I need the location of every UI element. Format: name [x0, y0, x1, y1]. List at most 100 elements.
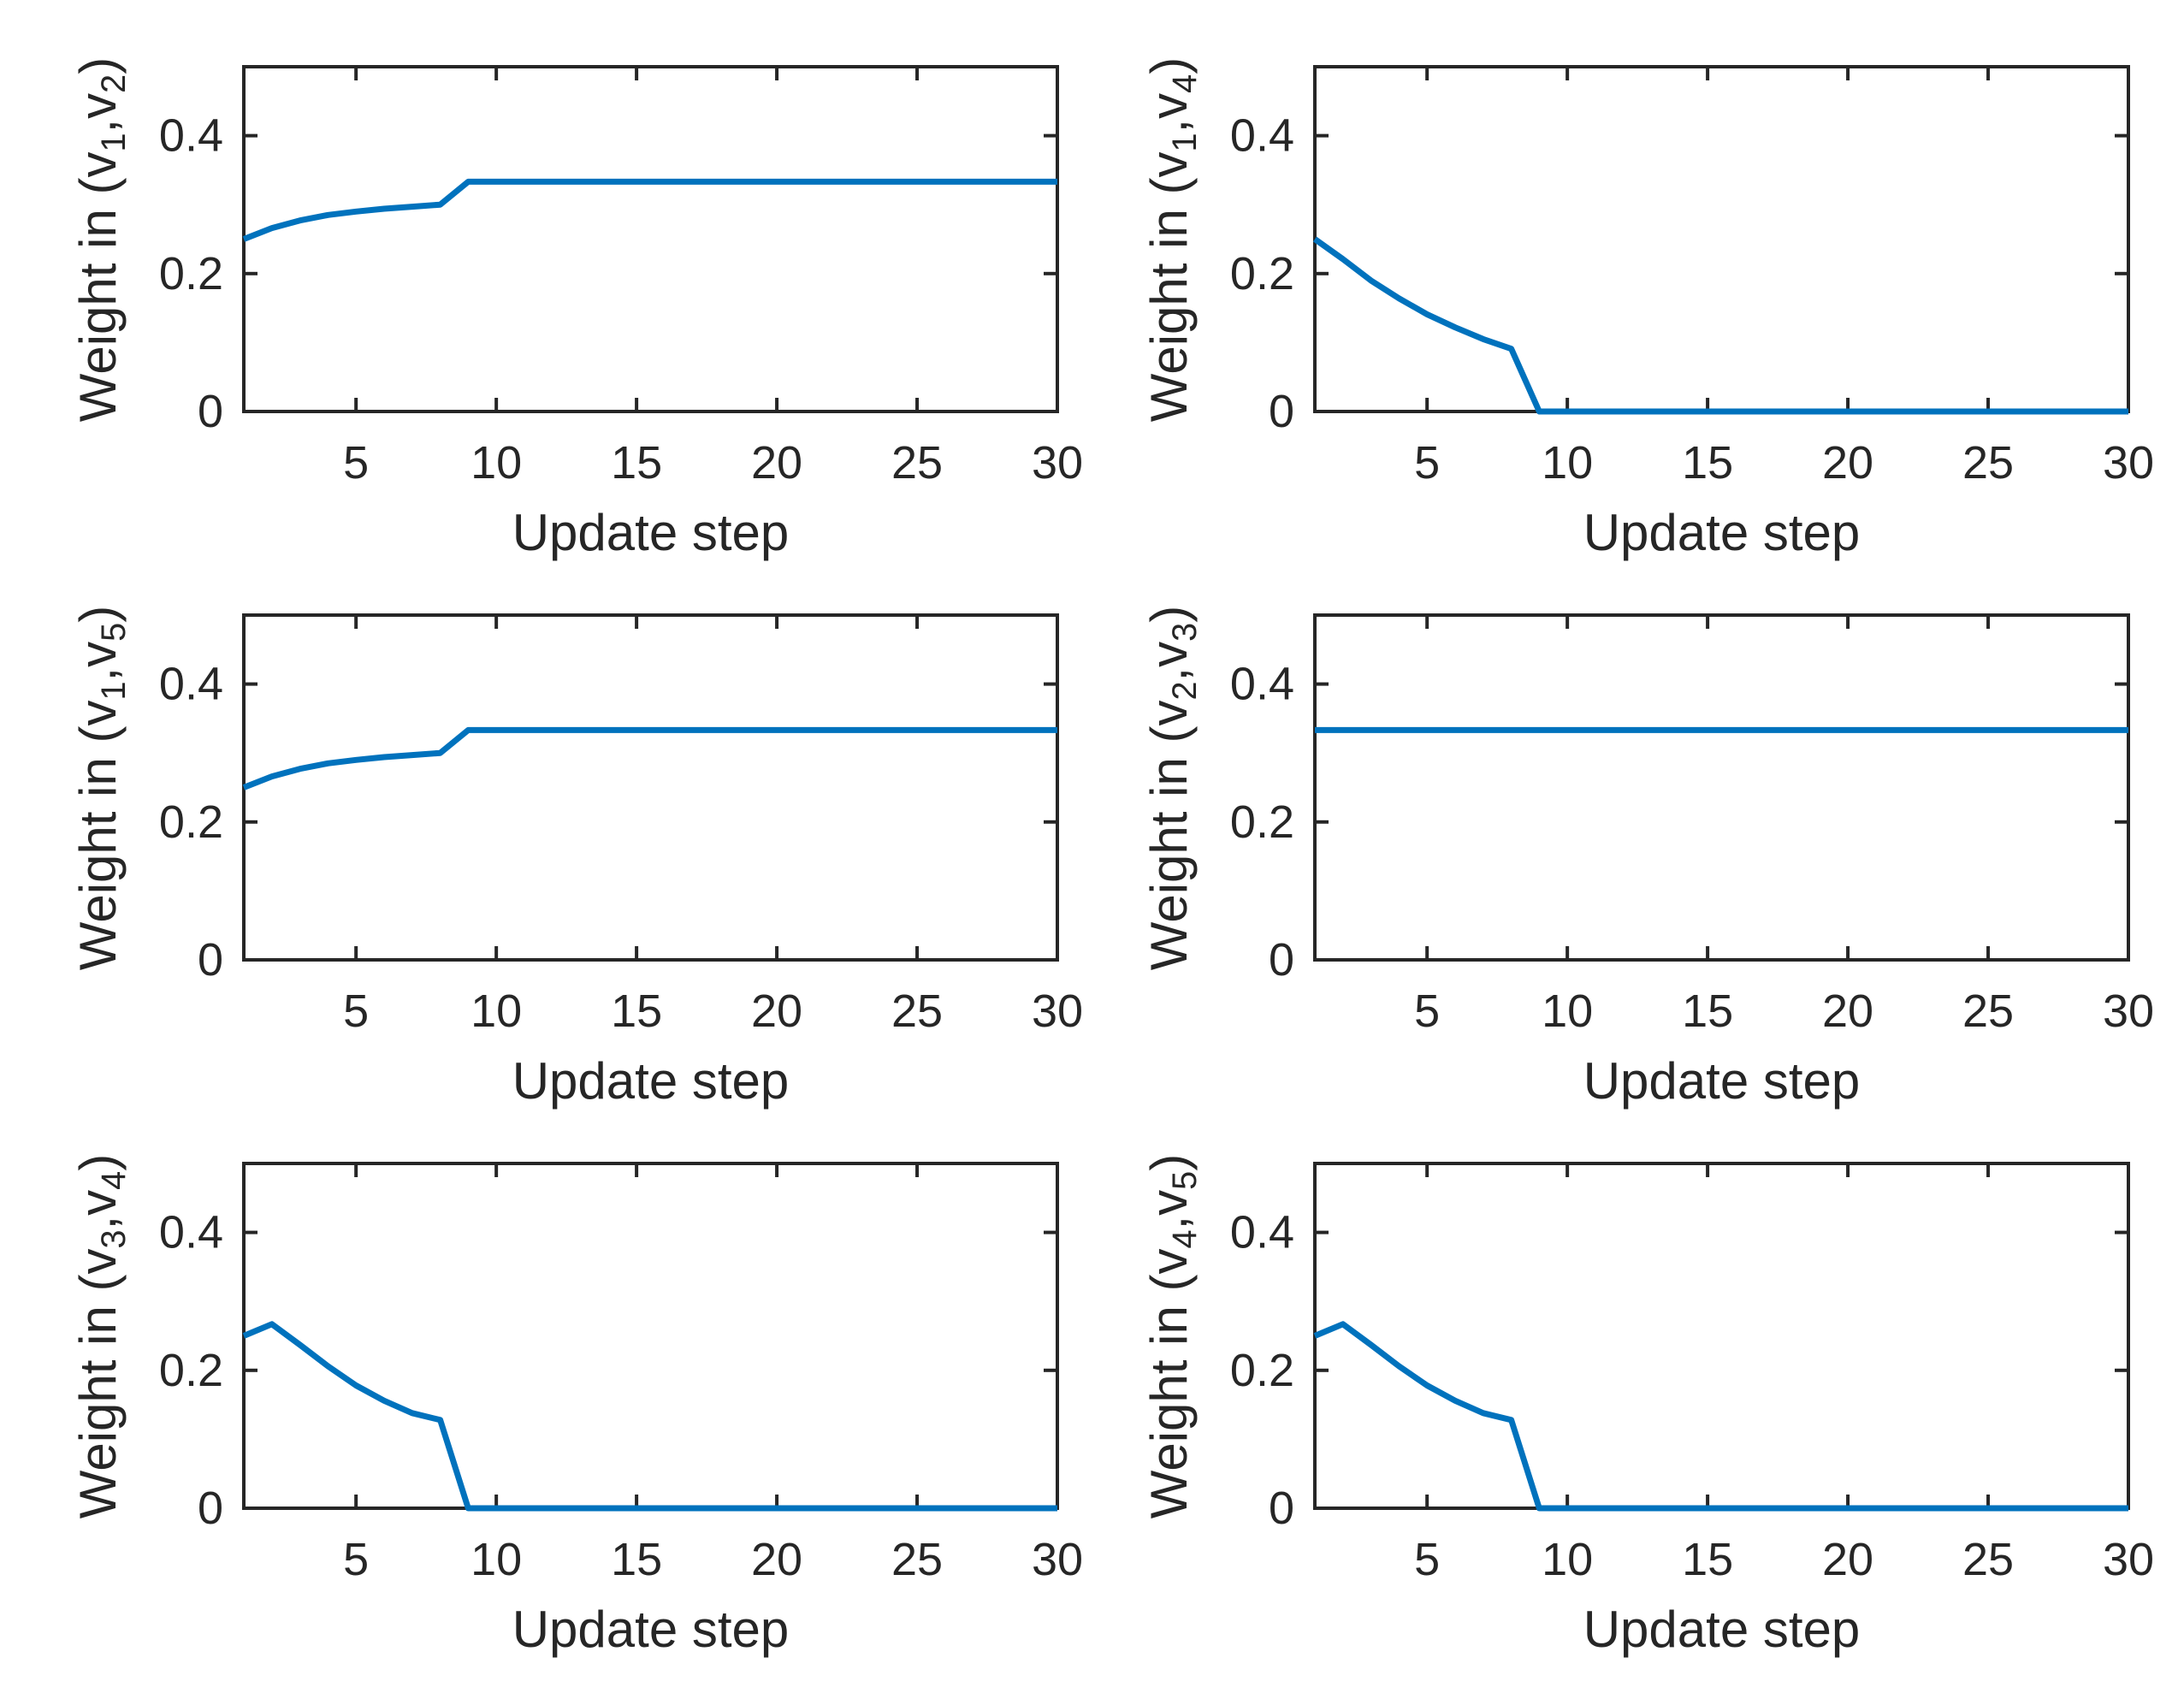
- y-tick-label: 0: [198, 1483, 223, 1534]
- ylabel-sub1: 1: [95, 680, 133, 700]
- x-tick-label: 25: [1962, 437, 2014, 488]
- x-tick-label: 25: [891, 986, 943, 1037]
- data-line: [242, 178, 1057, 242]
- ylabel-text: Weight in (v: [69, 700, 127, 970]
- x-tick-label: 25: [891, 1534, 943, 1585]
- y-axis-label: Weight in (v2,v3): [1140, 605, 1204, 969]
- ylabel-close: ): [69, 605, 127, 623]
- ylabel-sub2: 4: [1166, 74, 1204, 93]
- x-tick-label: 25: [1962, 1534, 2014, 1585]
- ylabel-text: Weight in (v: [1140, 700, 1198, 970]
- y-axis-label: Weight in (v1,v4): [1140, 56, 1204, 421]
- y-tick-label: 0.4: [159, 659, 223, 710]
- subplot-v1-v2: Weight in (v1,v2) 5 10 15 20 25 30 0 0.2 0.4 Upd…: [69, 56, 1083, 558]
- subplot-v3-v4: Weight in (v3,v4) 5 10 15 20 25 30 0 0.2 0.4 Upd…: [69, 1153, 1083, 1655]
- x-axis-label: Update step: [1583, 504, 1861, 561]
- ylabel-sub1: 1: [95, 132, 133, 151]
- y-axis-label: Weight in (v1,v5): [69, 605, 133, 969]
- y-tick-label: 0.4: [1230, 110, 1294, 162]
- ylabel-mid: ,v: [69, 1189, 127, 1229]
- y-tick-label: 0.2: [1230, 796, 1294, 848]
- ylabel-text: Weight in (v: [69, 1248, 127, 1518]
- y-tick-label: 0: [198, 386, 223, 437]
- ylabel-mid: ,v: [1140, 92, 1198, 133]
- ylabel-close: ): [1140, 1153, 1198, 1171]
- x-tick-label: 10: [471, 1534, 522, 1585]
- y-tick-label: 0: [198, 934, 223, 986]
- x-tick-label: 15: [611, 986, 662, 1037]
- ylabel-text: Weight in (v: [1140, 1248, 1198, 1518]
- x-tick-label: 20: [751, 437, 802, 488]
- x-tick-label: 30: [2103, 437, 2154, 488]
- ylabel-sub2: 4: [95, 1170, 133, 1190]
- ylabel-text: Weight in (v: [69, 151, 127, 422]
- x-tick-label: 5: [343, 1534, 369, 1585]
- x-tick-label: 5: [343, 437, 369, 488]
- ylabel-mid: ,v: [69, 641, 127, 681]
- y-axis-label: Weight in (v1,v2): [69, 56, 133, 421]
- x-tick-label: 20: [1822, 437, 1873, 488]
- ylabel-close: ): [1140, 605, 1198, 623]
- ylabel-close: ): [69, 56, 127, 74]
- x-tick-label: 30: [2103, 986, 2154, 1037]
- x-tick-label: 5: [1414, 986, 1440, 1037]
- ylabel-mid: ,v: [1140, 641, 1198, 681]
- x-tick-label: 5: [1414, 1534, 1440, 1585]
- x-axis-label: Update step: [512, 1601, 790, 1658]
- x-tick-label: 30: [1032, 986, 1083, 1037]
- x-tick-label: 10: [1542, 437, 1593, 488]
- x-tick-label: 5: [343, 986, 369, 1037]
- plot-area-v1-v5: 5 10 15 20 25 30 0 0.2 0.4: [159, 613, 1083, 1037]
- x-axis-label: Update step: [512, 1052, 790, 1110]
- x-tick-label: 10: [1542, 986, 1593, 1037]
- x-tick-label: 25: [1962, 986, 2014, 1037]
- subplot-v2-v3: Weight in (v2,v3) 5 10 15 20 25 30 0 0.2 0.4 Upd…: [1140, 605, 2154, 1106]
- axes-box: [242, 613, 1059, 962]
- x-axis-label: Update step: [1583, 1601, 1861, 1658]
- y-tick-label: 0.2: [159, 796, 223, 848]
- x-tick-label: 15: [611, 437, 662, 488]
- axes-box: [242, 65, 1059, 413]
- x-tick-label: 15: [1682, 986, 1733, 1037]
- ylabel-close: ): [69, 1153, 127, 1171]
- x-tick-label: 20: [1822, 1534, 1873, 1585]
- ylabel-sub2: 3: [1166, 622, 1204, 642]
- subplot-v4-v5: Weight in (v4,v5) 5 10 15 20 25 30 0 0.2 0.4 Upd…: [1140, 1153, 2154, 1655]
- ylabel-sub1: 1: [1166, 132, 1204, 151]
- data-line: [242, 726, 1057, 790]
- ylabel-sub2: 2: [95, 74, 133, 93]
- plot-area-v1-v2: 5 10 15 20 25 30 0 0.2 0.4: [159, 65, 1083, 488]
- plot-area-v1-v4: 5 10 15 20 25 30 0 0.2 0.4: [1230, 65, 2154, 488]
- y-axis-label: Weight in (v3,v4): [69, 1153, 133, 1518]
- ylabel-sub2: 5: [95, 622, 133, 642]
- x-tick-label: 10: [471, 437, 522, 488]
- x-axis-label: Update step: [512, 504, 790, 561]
- ylabel-sub1: 4: [1166, 1228, 1204, 1248]
- data-line: [242, 1321, 1057, 1512]
- x-tick-label: 5: [1414, 437, 1440, 488]
- x-tick-label: 20: [751, 1534, 802, 1585]
- ylabel-mid: ,v: [69, 92, 127, 133]
- y-tick-label: 0.4: [159, 110, 223, 162]
- ylabel-close: ): [1140, 56, 1198, 74]
- x-axis-label: Update step: [1583, 1052, 1861, 1110]
- plot-area-v3-v4: 5 10 15 20 25 30 0 0.2 0.4: [159, 1162, 1083, 1585]
- x-tick-label: 10: [1542, 1534, 1593, 1585]
- y-tick-label: 0: [1269, 934, 1294, 986]
- plot-area-v2-v3: 5 10 15 20 25 30 0 0.2 0.4: [1230, 613, 2154, 1037]
- ylabel-sub1: 2: [1166, 680, 1204, 700]
- x-tick-label: 30: [1032, 437, 1083, 488]
- x-tick-label: 15: [1682, 437, 1733, 488]
- ylabel-sub1: 3: [95, 1228, 133, 1248]
- data-line: [1312, 236, 2128, 415]
- x-tick-label: 10: [471, 986, 522, 1037]
- subplot-v1-v5: Weight in (v1,v5) 5 10 15 20 25 30 0 0.2 0.4 Upd…: [69, 605, 1083, 1106]
- ylabel-mid: ,v: [1140, 1189, 1198, 1229]
- y-tick-label: 0: [1269, 386, 1294, 437]
- y-tick-label: 0.2: [1230, 1345, 1294, 1396]
- ylabel-sub2: 5: [1166, 1170, 1204, 1190]
- y-tick-label: 0.2: [159, 248, 223, 299]
- axes-box: [1313, 65, 2130, 413]
- y-tick-label: 0.4: [1230, 1207, 1294, 1258]
